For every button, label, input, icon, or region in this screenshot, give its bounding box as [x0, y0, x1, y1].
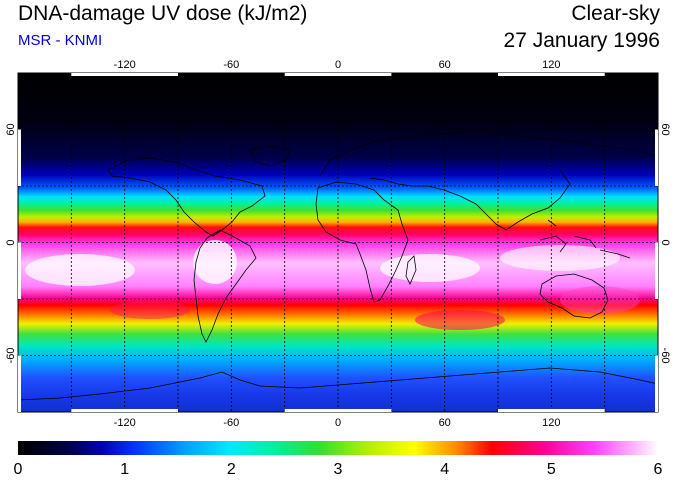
colorbar-labels: 0 1 2 3 4 5 6 [14, 461, 663, 478]
south-america-coast [193, 229, 257, 343]
lat-tick-label: 0 [5, 239, 17, 245]
colorbar-tick-label: 1 [120, 461, 129, 478]
lon-labels-top: -120 -60 0 60 120 [114, 59, 561, 71]
north-america-coast [107, 157, 266, 237]
lon-tick-label: 0 [335, 417, 341, 429]
source-label: MSR - KNMI [18, 32, 103, 49]
europe-asia-coast [319, 131, 657, 231]
lon-tick-label: -60 [223, 59, 239, 71]
australia-coast [539, 273, 609, 319]
colorbar-tick-label: 5 [547, 461, 556, 478]
lat-tick-label: 60 [5, 123, 17, 135]
colorbar: 0 1 2 3 4 5 6 [14, 441, 663, 478]
lat-labels-left: 60 0 -60 [5, 123, 17, 363]
coastlines [18, 131, 658, 401]
lon-tick-label: 60 [439, 417, 451, 429]
lon-labels-bottom: -120 -60 0 60 120 [114, 417, 561, 429]
lon-tick-label: -120 [114, 59, 136, 71]
graticule [18, 73, 658, 412]
map-frame [17, 72, 659, 413]
lat-labels-right: 60 0 -60 [659, 123, 671, 363]
colorbar-tick-label: 6 [654, 461, 663, 478]
colorbar-tick-label: 0 [14, 461, 23, 478]
madagascar-coast [405, 255, 417, 285]
frame-ticks [18, 73, 658, 412]
greenland-coast [249, 145, 291, 167]
date-label: 27 January 1996 [503, 29, 660, 52]
antarctica-coast [18, 367, 658, 401]
lon-tick-label: 120 [542, 59, 560, 71]
lat-tick-label: -60 [5, 348, 17, 364]
sky-condition-label: Clear-sky [571, 2, 660, 25]
lat-tick-label: 0 [659, 239, 671, 245]
africa-coast [315, 181, 409, 303]
lon-tick-label: -120 [114, 417, 136, 429]
map-title: DNA-damage UV dose (kJ/m2) [18, 2, 308, 25]
colorbar-ramp [18, 441, 658, 455]
colorbar-tick-label: 2 [227, 461, 236, 478]
lon-tick-label: 60 [439, 59, 451, 71]
maritime-continent-coast [539, 219, 631, 259]
colorbar-tick-label: 4 [440, 461, 449, 478]
lon-tick-label: 120 [542, 417, 560, 429]
lat-tick-label: -60 [659, 348, 671, 364]
lat-tick-label: 60 [659, 123, 671, 135]
colorbar-tick-label: 3 [334, 461, 343, 478]
lon-tick-label: 0 [335, 59, 341, 71]
lon-tick-label: -60 [223, 417, 239, 429]
